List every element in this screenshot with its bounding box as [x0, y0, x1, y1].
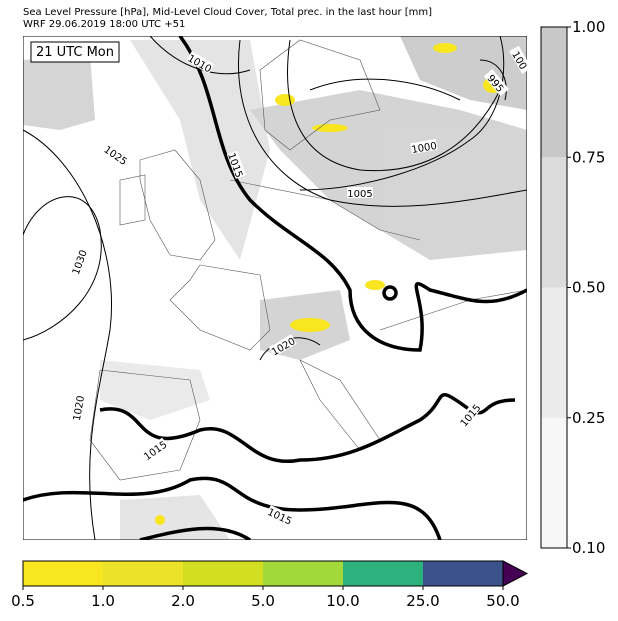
contour-label-bg — [268, 334, 297, 357]
colorbar-segment — [343, 561, 423, 586]
colorbar-tick-label: 0.50 — [572, 279, 605, 297]
contour-label: 1000 — [411, 141, 438, 156]
colorbar-segment — [23, 561, 103, 586]
contour-label-bg — [347, 187, 373, 198]
contour-label-bg — [509, 45, 532, 74]
colorbar-tick-label: 10.0 — [326, 592, 359, 610]
contour-label-bg — [410, 138, 438, 155]
colorbar-tick-label: 5.0 — [251, 592, 275, 610]
contour-label: 1020 — [72, 395, 87, 422]
colorbar-segment — [541, 157, 567, 288]
colorbar-segment — [541, 287, 567, 418]
contour-label-bg — [68, 247, 89, 276]
colorbar-segment — [423, 561, 503, 586]
colorbar-tick-label: 0.5 — [11, 592, 35, 610]
colorbar-segment — [263, 561, 343, 586]
colorbar-extend — [502, 560, 529, 587]
coastlines — [89, 39, 527, 481]
colorbar-tick-label: 0.75 — [572, 148, 605, 166]
colorbar-segment — [103, 561, 183, 586]
time-label: 21 UTC Mon — [36, 45, 114, 60]
colorbar-segment — [541, 417, 567, 548]
contour-label-bg — [266, 505, 295, 527]
contour-label: 1005 — [347, 189, 372, 200]
contour-label-bg — [140, 437, 169, 462]
map-area — [23, 36, 527, 540]
colorbar-tick-label: 0.25 — [572, 409, 605, 427]
contour-label-bg — [483, 69, 509, 97]
colorbar-segment — [183, 561, 263, 586]
colorbar-tick-label: 2.0 — [171, 592, 195, 610]
colorbar-tick-label: 50.0 — [486, 592, 519, 610]
contour-label-bg — [102, 142, 131, 167]
time-label-box — [30, 41, 120, 63]
contour-label-bg — [226, 150, 247, 179]
title-line: Sea Level Pressure [hPa], Mid-Level Clou… — [23, 7, 432, 18]
isobar-1015 — [23, 36, 527, 540]
colorbar-tick-label: 25.0 — [406, 592, 439, 610]
colorbar-tick-label: 0.10 — [572, 539, 605, 557]
contour-label-bg — [186, 51, 215, 74]
contour-label-bg — [457, 401, 483, 429]
colorbar-tick-label: 1.00 — [572, 18, 605, 36]
colorbar-segment — [541, 27, 567, 158]
title-line: WRF 29.06.2019 18:00 UTC +51 — [23, 19, 185, 30]
contour-label-bg — [69, 394, 86, 422]
colorbar-tick-label: 1.0 — [91, 592, 115, 610]
